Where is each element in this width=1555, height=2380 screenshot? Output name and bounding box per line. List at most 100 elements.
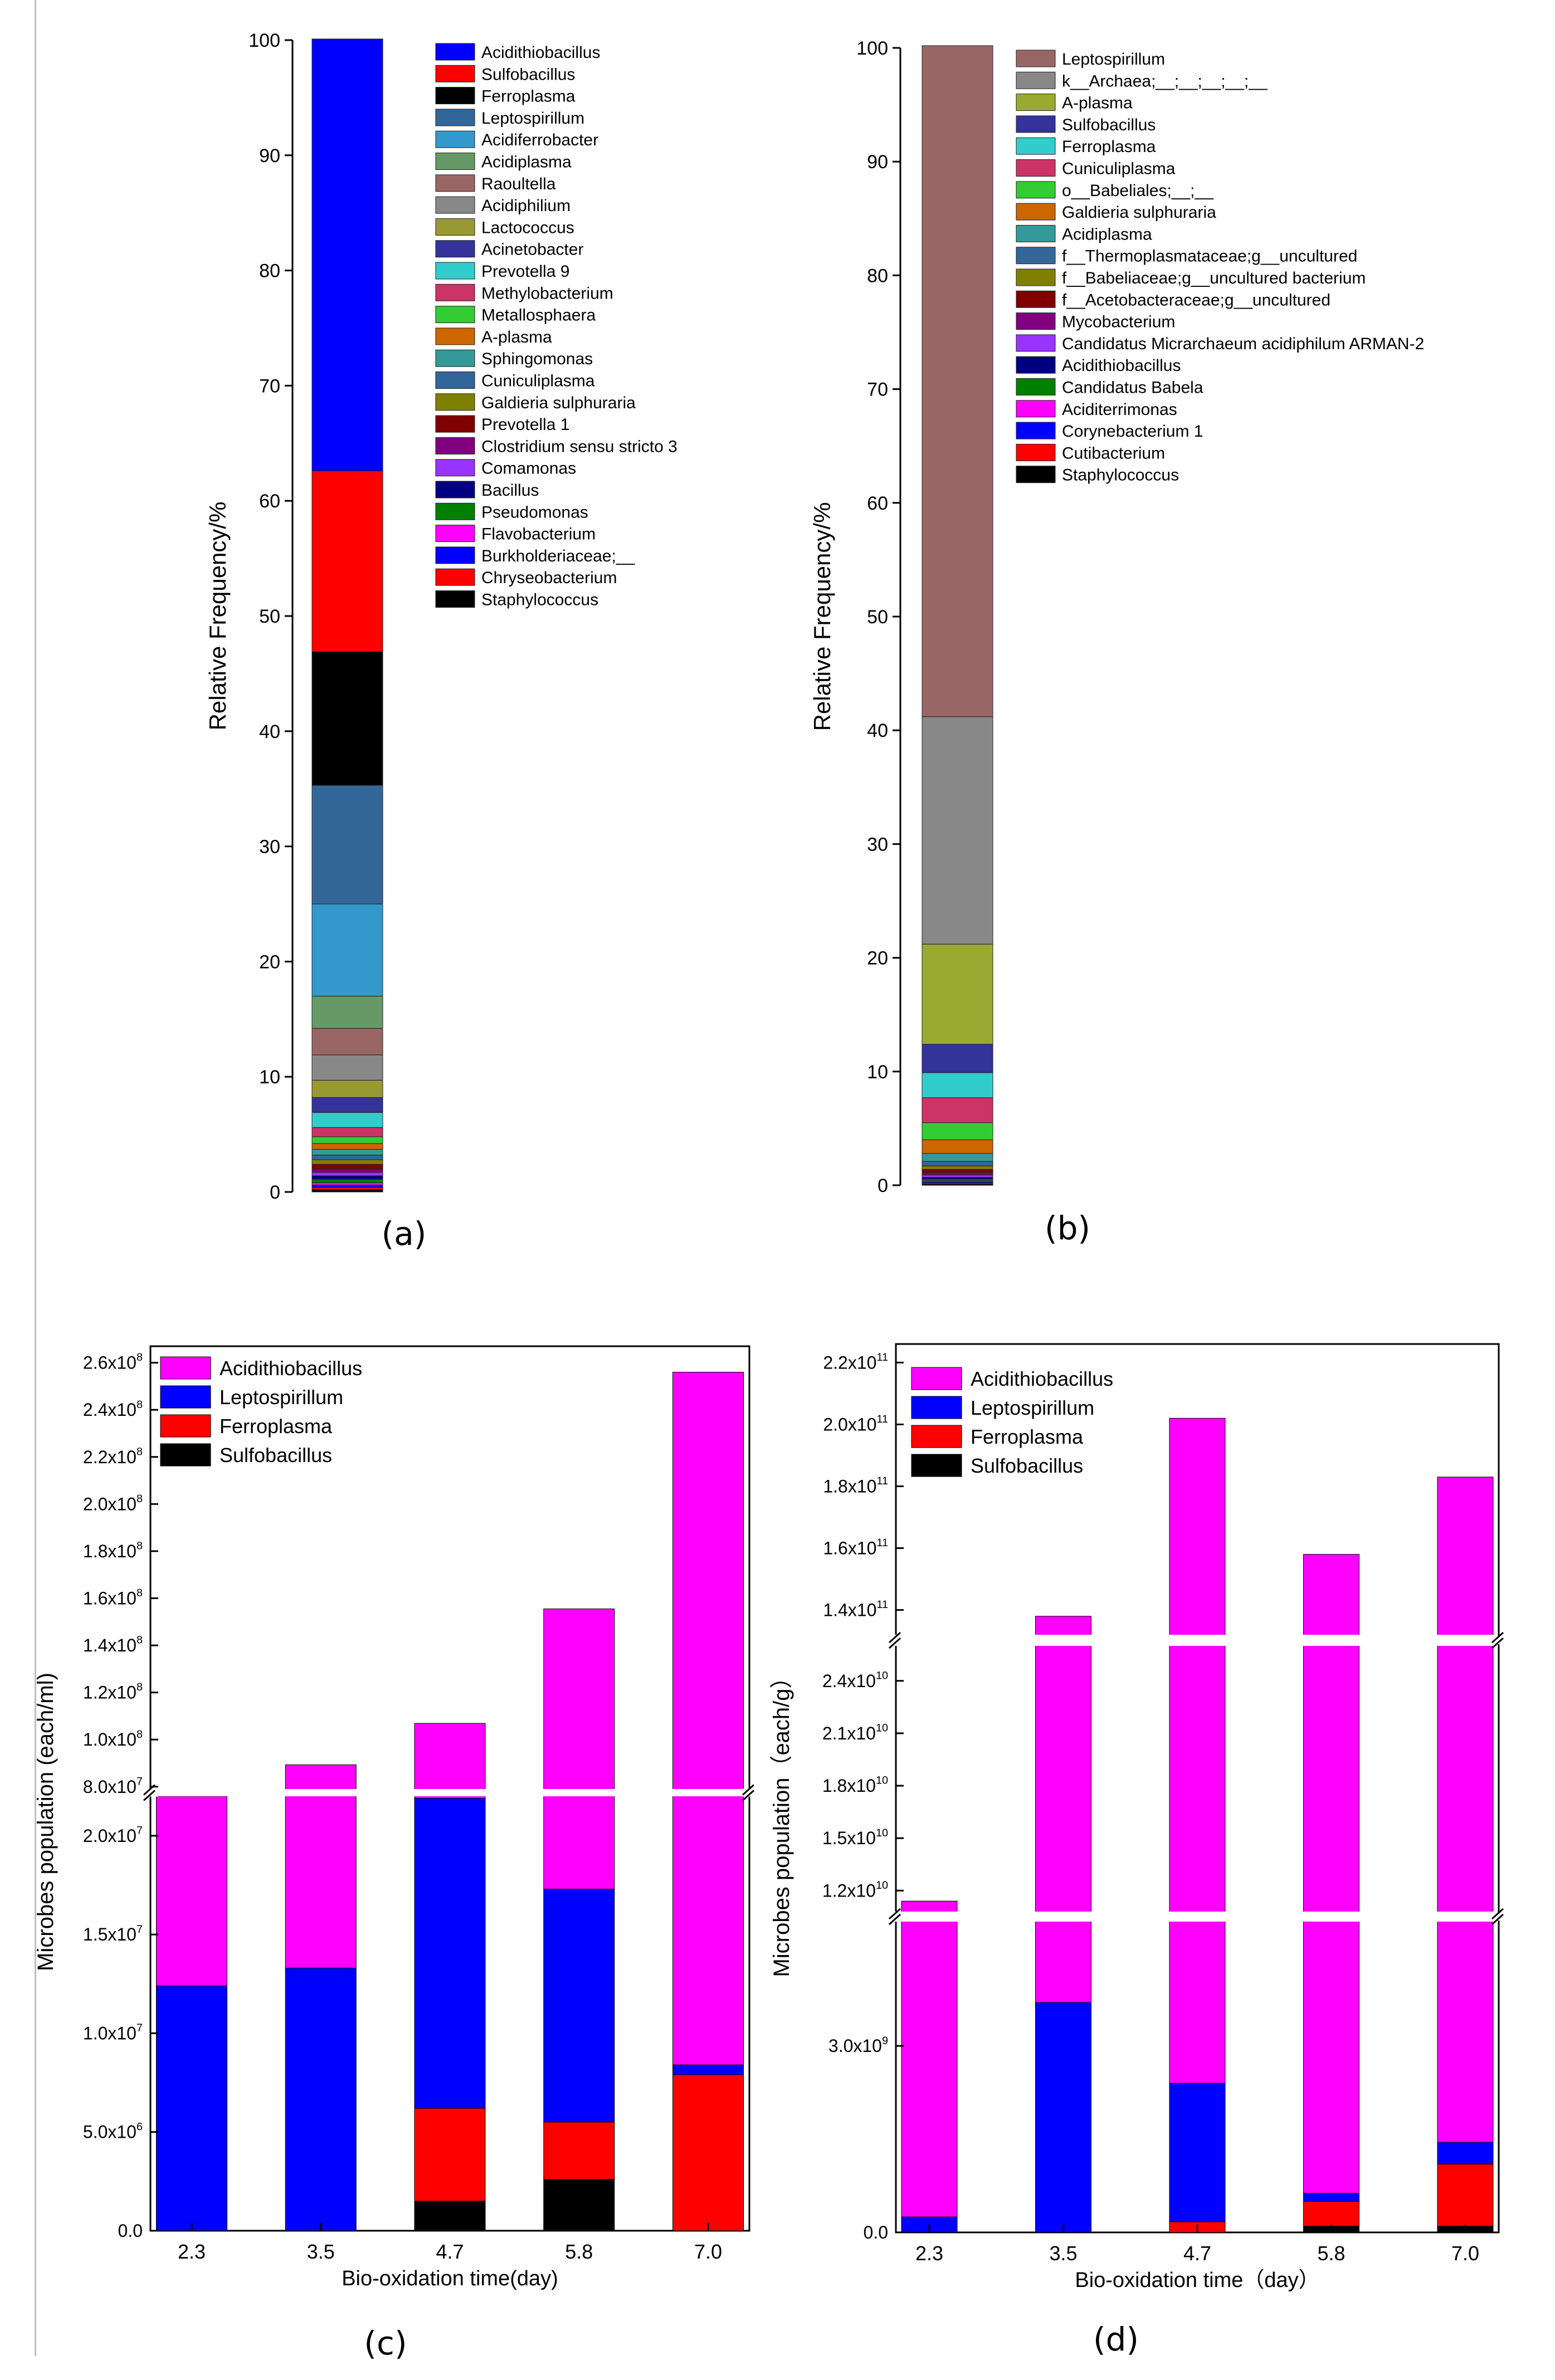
bar-segment	[311, 1054, 383, 1081]
y-tick-label: 2.2x108	[83, 1445, 143, 1467]
legend-label: Raoultella	[481, 175, 556, 193]
y-tick-label: 1.8x1011	[823, 1475, 888, 1496]
bar-segment	[311, 1179, 383, 1183]
legend-label: Ferroplasma	[481, 87, 576, 106]
legend-label: Acidithiobacillus	[971, 1367, 1113, 1390]
x-axis-label: Bio-oxidation time(day)	[342, 2267, 558, 2290]
y-tick-label: 1.5x107	[83, 1923, 143, 1944]
legend-swatch	[1016, 115, 1056, 133]
legend-swatch	[1016, 312, 1056, 330]
axis-break-right-slash-1	[1491, 1631, 1504, 1644]
bar-segment	[156, 1985, 227, 2231]
y-tick-label: 1.2x1010	[822, 1879, 888, 1900]
legend-label: f__Babeliaceae;g__uncultured bacterium	[1062, 269, 1366, 287]
legend-label: f__Acetobacteraceae;g__uncultured	[1062, 291, 1330, 309]
bar-segment	[311, 1169, 383, 1173]
y-tick-label: 1.0x108	[83, 1728, 143, 1749]
x-tick-label: 7.0	[694, 2240, 722, 2263]
bar-segment	[901, 1900, 958, 2217]
left-border-line	[35, 0, 36, 2356]
bar-segment	[311, 38, 383, 471]
bar-segment	[1303, 2193, 1359, 2202]
x-tick-label: 2.3	[178, 2240, 206, 2263]
legend-swatch	[435, 568, 475, 586]
legend-swatch	[1016, 159, 1056, 177]
x-tick-label: 3.5	[307, 2240, 335, 2263]
legend-swatch	[1016, 356, 1056, 374]
y-tick-label: 1.6x1011	[823, 1537, 888, 1558]
bar-segment	[311, 995, 383, 1029]
legend-swatch	[1016, 224, 1056, 242]
y-tick-label: 1.4x1011	[823, 1599, 888, 1620]
y-tick-label: 20	[867, 948, 888, 969]
y-axis-label: Relative Frequency/%	[204, 502, 231, 731]
legend-label: Comamonas	[481, 460, 576, 478]
legend-swatch	[435, 525, 475, 543]
legend-swatch	[435, 196, 475, 214]
bar-segment	[414, 2108, 486, 2202]
bar-segment	[311, 1185, 383, 1188]
bar-segment	[311, 1187, 383, 1190]
axis-break-right-slash-1	[742, 1784, 755, 1796]
bar-segment	[1437, 2163, 1494, 2227]
legend-swatch	[435, 502, 475, 520]
bar-segment	[311, 470, 383, 652]
legend-swatch	[1016, 422, 1056, 439]
bar-segment	[1303, 1554, 1359, 2194]
y-tick-label: 1.8x108	[83, 1540, 143, 1561]
legend-label: A-plasma	[481, 328, 552, 346]
y-tick-label: 5.0x106	[83, 2120, 143, 2142]
y-tick-label: 40	[259, 721, 280, 742]
bar-segment	[311, 1127, 383, 1137]
axis-break-band	[897, 1635, 1498, 1646]
y-tick-label: 2.4x1010	[822, 1669, 888, 1690]
bar-segment	[311, 785, 383, 905]
bar-segment	[311, 1112, 383, 1128]
bar-segment	[922, 1122, 993, 1140]
legend-label: Burkholderiaceae;__	[481, 547, 636, 565]
bar-segment	[311, 1136, 383, 1144]
y-tick-label: 100	[856, 38, 888, 59]
legend-swatch	[435, 153, 475, 170]
legend-swatch	[435, 284, 475, 301]
bar-segment	[414, 1723, 486, 1799]
legend-label: Sulfobacillus	[971, 1454, 1083, 1477]
panel-label-b: (b)	[1045, 1209, 1090, 1247]
y-tick-label: 10	[259, 1067, 280, 1088]
legend-swatch	[1016, 94, 1056, 111]
legend-swatch	[1016, 466, 1056, 483]
bar-segment	[311, 1182, 383, 1186]
y-tick-label: 2.1x1010	[822, 1722, 888, 1743]
y-tick-label: 3.0x109	[828, 2035, 888, 2056]
y-tick-label: 2.0x108	[83, 1493, 143, 1514]
legend-label: Leptospirillum	[220, 1386, 343, 1409]
legend-label: Galdieria sulphuraria	[481, 394, 636, 412]
bar-segment	[922, 1169, 993, 1174]
legend-label: Acidiplasma	[481, 153, 572, 172]
bar-segment	[922, 716, 993, 945]
legend-swatch	[911, 1425, 962, 1448]
bar-segment	[1035, 1616, 1091, 2003]
axis-break-right-slash-2	[1491, 1913, 1504, 1925]
legend-swatch	[435, 174, 475, 192]
bar-segment	[922, 1172, 993, 1176]
legend-swatch	[1016, 443, 1056, 461]
y-tick-label: 8.0x107	[83, 1775, 143, 1796]
x-tick-label: 5.8	[1317, 2242, 1345, 2265]
axis-break-left-slash-2	[888, 1637, 901, 1649]
bar-segment	[1169, 1418, 1226, 2084]
bar-segment	[922, 1072, 993, 1098]
bar-segment	[311, 1172, 383, 1176]
bar-segment	[922, 1165, 993, 1170]
y-tick-label: 30	[867, 834, 888, 855]
y-tick-label: 70	[867, 379, 888, 400]
legend-label: Leptospirillum	[481, 109, 584, 128]
legend-swatch	[435, 240, 475, 258]
legend-label: Ferroplasma	[220, 1415, 333, 1438]
legend-label: Prevotella 1	[481, 416, 569, 434]
legend-label: Staphylococcus	[481, 591, 598, 609]
legend-swatch	[435, 262, 475, 280]
bar-segment	[672, 1372, 744, 2065]
legend-swatch	[160, 1414, 211, 1438]
